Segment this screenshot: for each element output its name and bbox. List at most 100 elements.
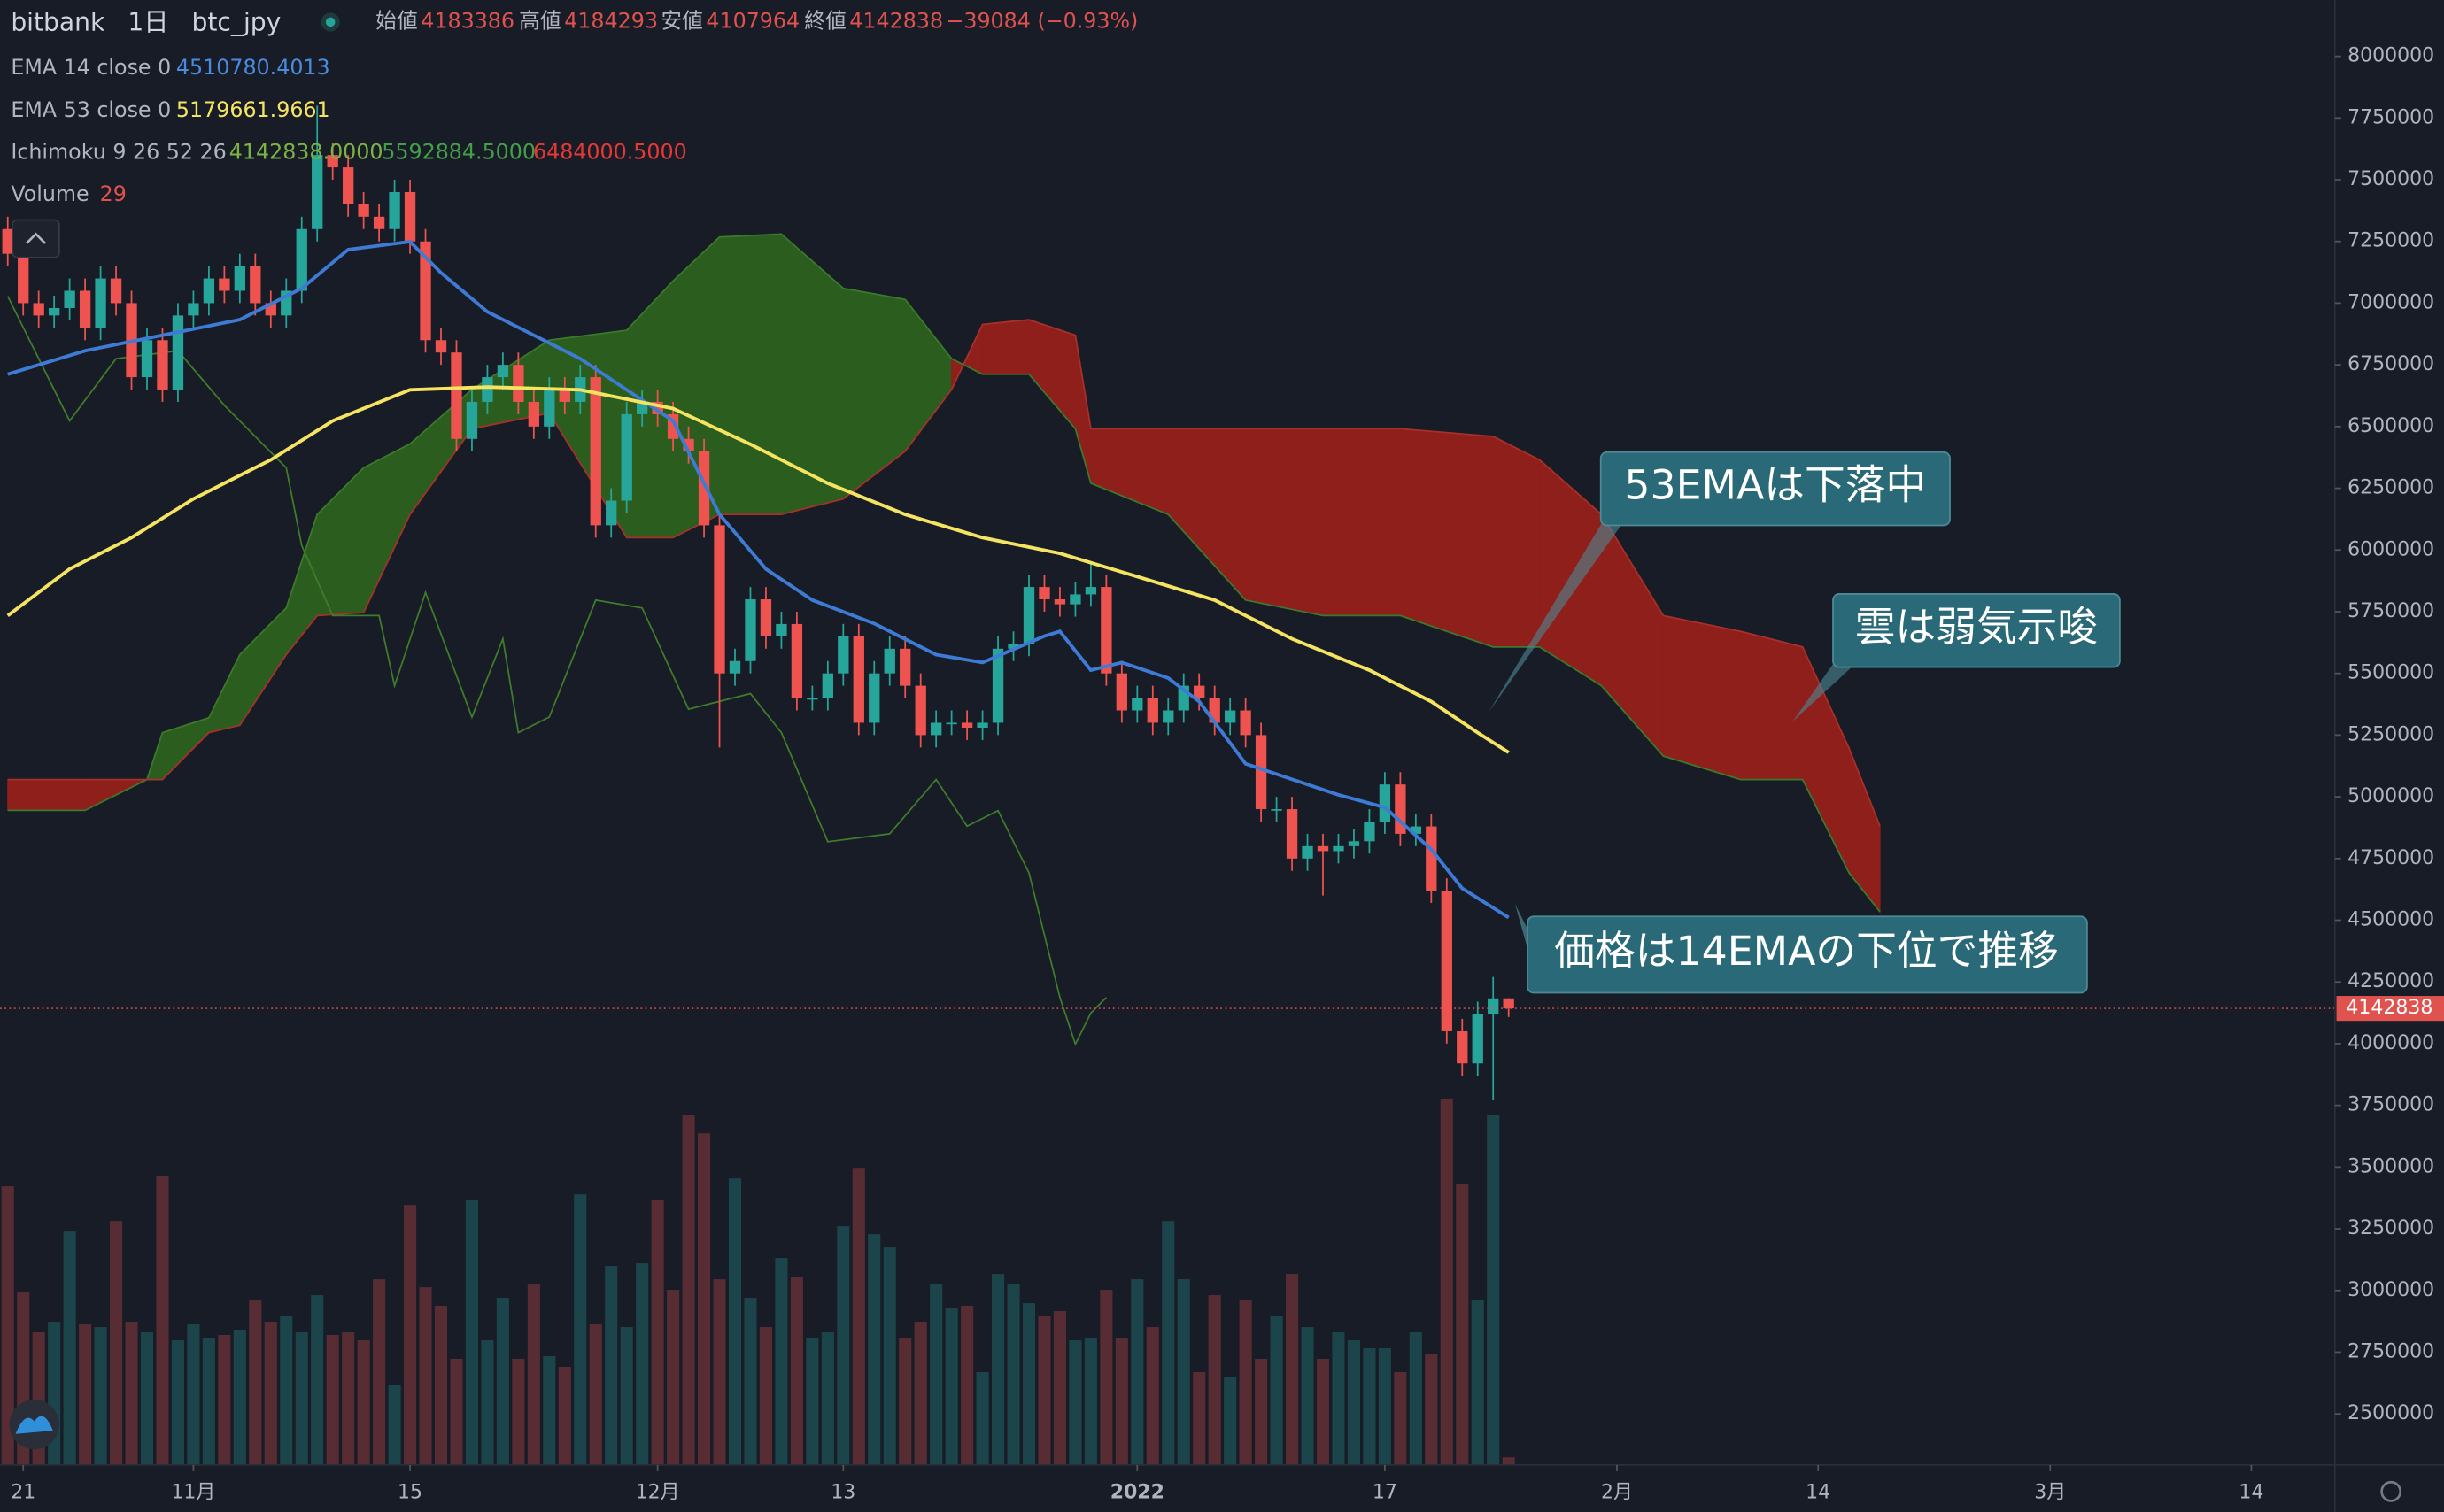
volume-bar	[233, 1330, 246, 1465]
candle-body	[528, 401, 540, 427]
candle-body	[188, 303, 199, 316]
ohlc-value: 4107964	[706, 8, 800, 33]
candle-body	[420, 241, 431, 341]
volume-bar	[512, 1358, 525, 1465]
volume-bar	[465, 1200, 478, 1465]
volume-bar	[1115, 1338, 1128, 1465]
candle-body	[853, 636, 864, 723]
volume-bar	[1456, 1184, 1469, 1465]
candle-body	[48, 308, 60, 316]
candle-body	[1194, 685, 1205, 698]
indicator-value: 4510780.4013	[176, 55, 330, 80]
candle-body	[1457, 1030, 1468, 1064]
volume-bar	[914, 1322, 927, 1465]
candle-body	[1302, 845, 1313, 859]
volume-bar	[1177, 1279, 1190, 1465]
candle-body	[250, 266, 261, 304]
volume-bar	[450, 1358, 463, 1465]
volume-bar	[992, 1274, 1005, 1465]
ohlc-label: 終値	[804, 8, 847, 33]
volume-bar	[1301, 1327, 1314, 1465]
volume-bar	[1193, 1371, 1206, 1465]
candle-body	[296, 228, 307, 291]
settings-icon[interactable]	[2380, 1480, 2402, 1502]
y-tick-label: 7500000	[2347, 168, 2434, 190]
y-tick-label: 3500000	[2347, 1155, 2434, 1177]
cloud	[1322, 428, 1401, 616]
volume-bar	[1378, 1348, 1391, 1465]
candle-body	[203, 278, 215, 304]
y-tick-label: 4750000	[2347, 847, 2434, 869]
volume-bar	[1502, 1457, 1515, 1465]
x-tick-label: 14	[1806, 1482, 1830, 1504]
y-tick-label: 6250000	[2347, 477, 2434, 499]
candle-body	[714, 525, 725, 674]
volume-bar	[79, 1324, 92, 1465]
candle-body	[590, 377, 601, 526]
volume-bar	[1224, 1377, 1237, 1465]
candle-body	[946, 722, 957, 725]
candle-body	[900, 648, 911, 686]
indicator-name[interactable]: EMA 53 close 0	[11, 97, 171, 122]
candle-body	[1255, 735, 1267, 810]
volume-bar	[202, 1338, 215, 1465]
y-tick-label: 7250000	[2347, 230, 2434, 252]
candle-body	[1225, 710, 1236, 723]
candle-body	[234, 266, 246, 291]
candle-body	[497, 365, 509, 378]
volume-bar	[249, 1300, 262, 1465]
volume-bar	[1255, 1358, 1268, 1465]
y-tick-label: 3750000	[2347, 1094, 2434, 1116]
volume-bar	[404, 1205, 417, 1465]
cloud	[7, 779, 86, 811]
callout-box	[1599, 451, 1951, 527]
candle-body	[1286, 809, 1298, 859]
volume-bar	[883, 1247, 896, 1465]
candle-body	[1395, 784, 1406, 834]
candle-body	[791, 623, 803, 698]
indicator-name[interactable]: Ichimoku 9 26 52 26	[11, 139, 226, 164]
x-tick-label: 11月	[171, 1482, 215, 1504]
volume-bar	[1131, 1279, 1144, 1465]
cloud	[672, 235, 721, 539]
volume-bar	[481, 1340, 494, 1465]
candle-body	[961, 722, 973, 729]
cloud	[1740, 630, 1804, 781]
candle-body	[451, 352, 462, 439]
indicator-legend: EMA 14 close 0 4510780.4013 EMA 53 close…	[11, 55, 687, 258]
candle-body	[1116, 673, 1128, 711]
volume-bar	[156, 1176, 169, 1465]
candle-body	[1472, 1014, 1483, 1064]
candle-body	[312, 155, 323, 229]
ema-line	[7, 239, 1510, 920]
candle-body	[1364, 821, 1375, 842]
indicator-name[interactable]: EMA 14 close 0	[11, 55, 171, 80]
candle-body	[621, 413, 632, 501]
volume-bar	[1440, 1099, 1453, 1465]
volume-bar	[775, 1258, 788, 1465]
indicator-name[interactable]: Volume	[11, 181, 89, 206]
volume-bar	[264, 1322, 277, 1465]
volume-bar	[1, 1186, 14, 1465]
candle-body	[606, 500, 617, 526]
candle-body	[358, 204, 369, 217]
volume-bar	[171, 1340, 184, 1465]
symbol[interactable]: btc_jpy	[192, 8, 282, 37]
ohlc-value: 4184293	[564, 8, 658, 33]
volume-bar	[1347, 1340, 1360, 1465]
callout-pointer	[1792, 664, 1852, 722]
volume-bar	[357, 1340, 370, 1465]
span-a	[7, 233, 1881, 913]
interval[interactable]: 1日	[128, 8, 168, 37]
volume-bar	[1084, 1338, 1097, 1465]
volume-bar	[342, 1332, 355, 1465]
volume-bar	[821, 1332, 834, 1465]
y-tick-label: 4250000	[2347, 970, 2434, 992]
candle-body	[79, 290, 91, 328]
candle-body	[1333, 845, 1344, 852]
collapse-button[interactable]	[12, 219, 60, 258]
volume-bar	[558, 1366, 571, 1465]
candle-body	[1348, 841, 1360, 846]
volume-bar	[728, 1178, 742, 1465]
cloud	[1245, 428, 1324, 617]
